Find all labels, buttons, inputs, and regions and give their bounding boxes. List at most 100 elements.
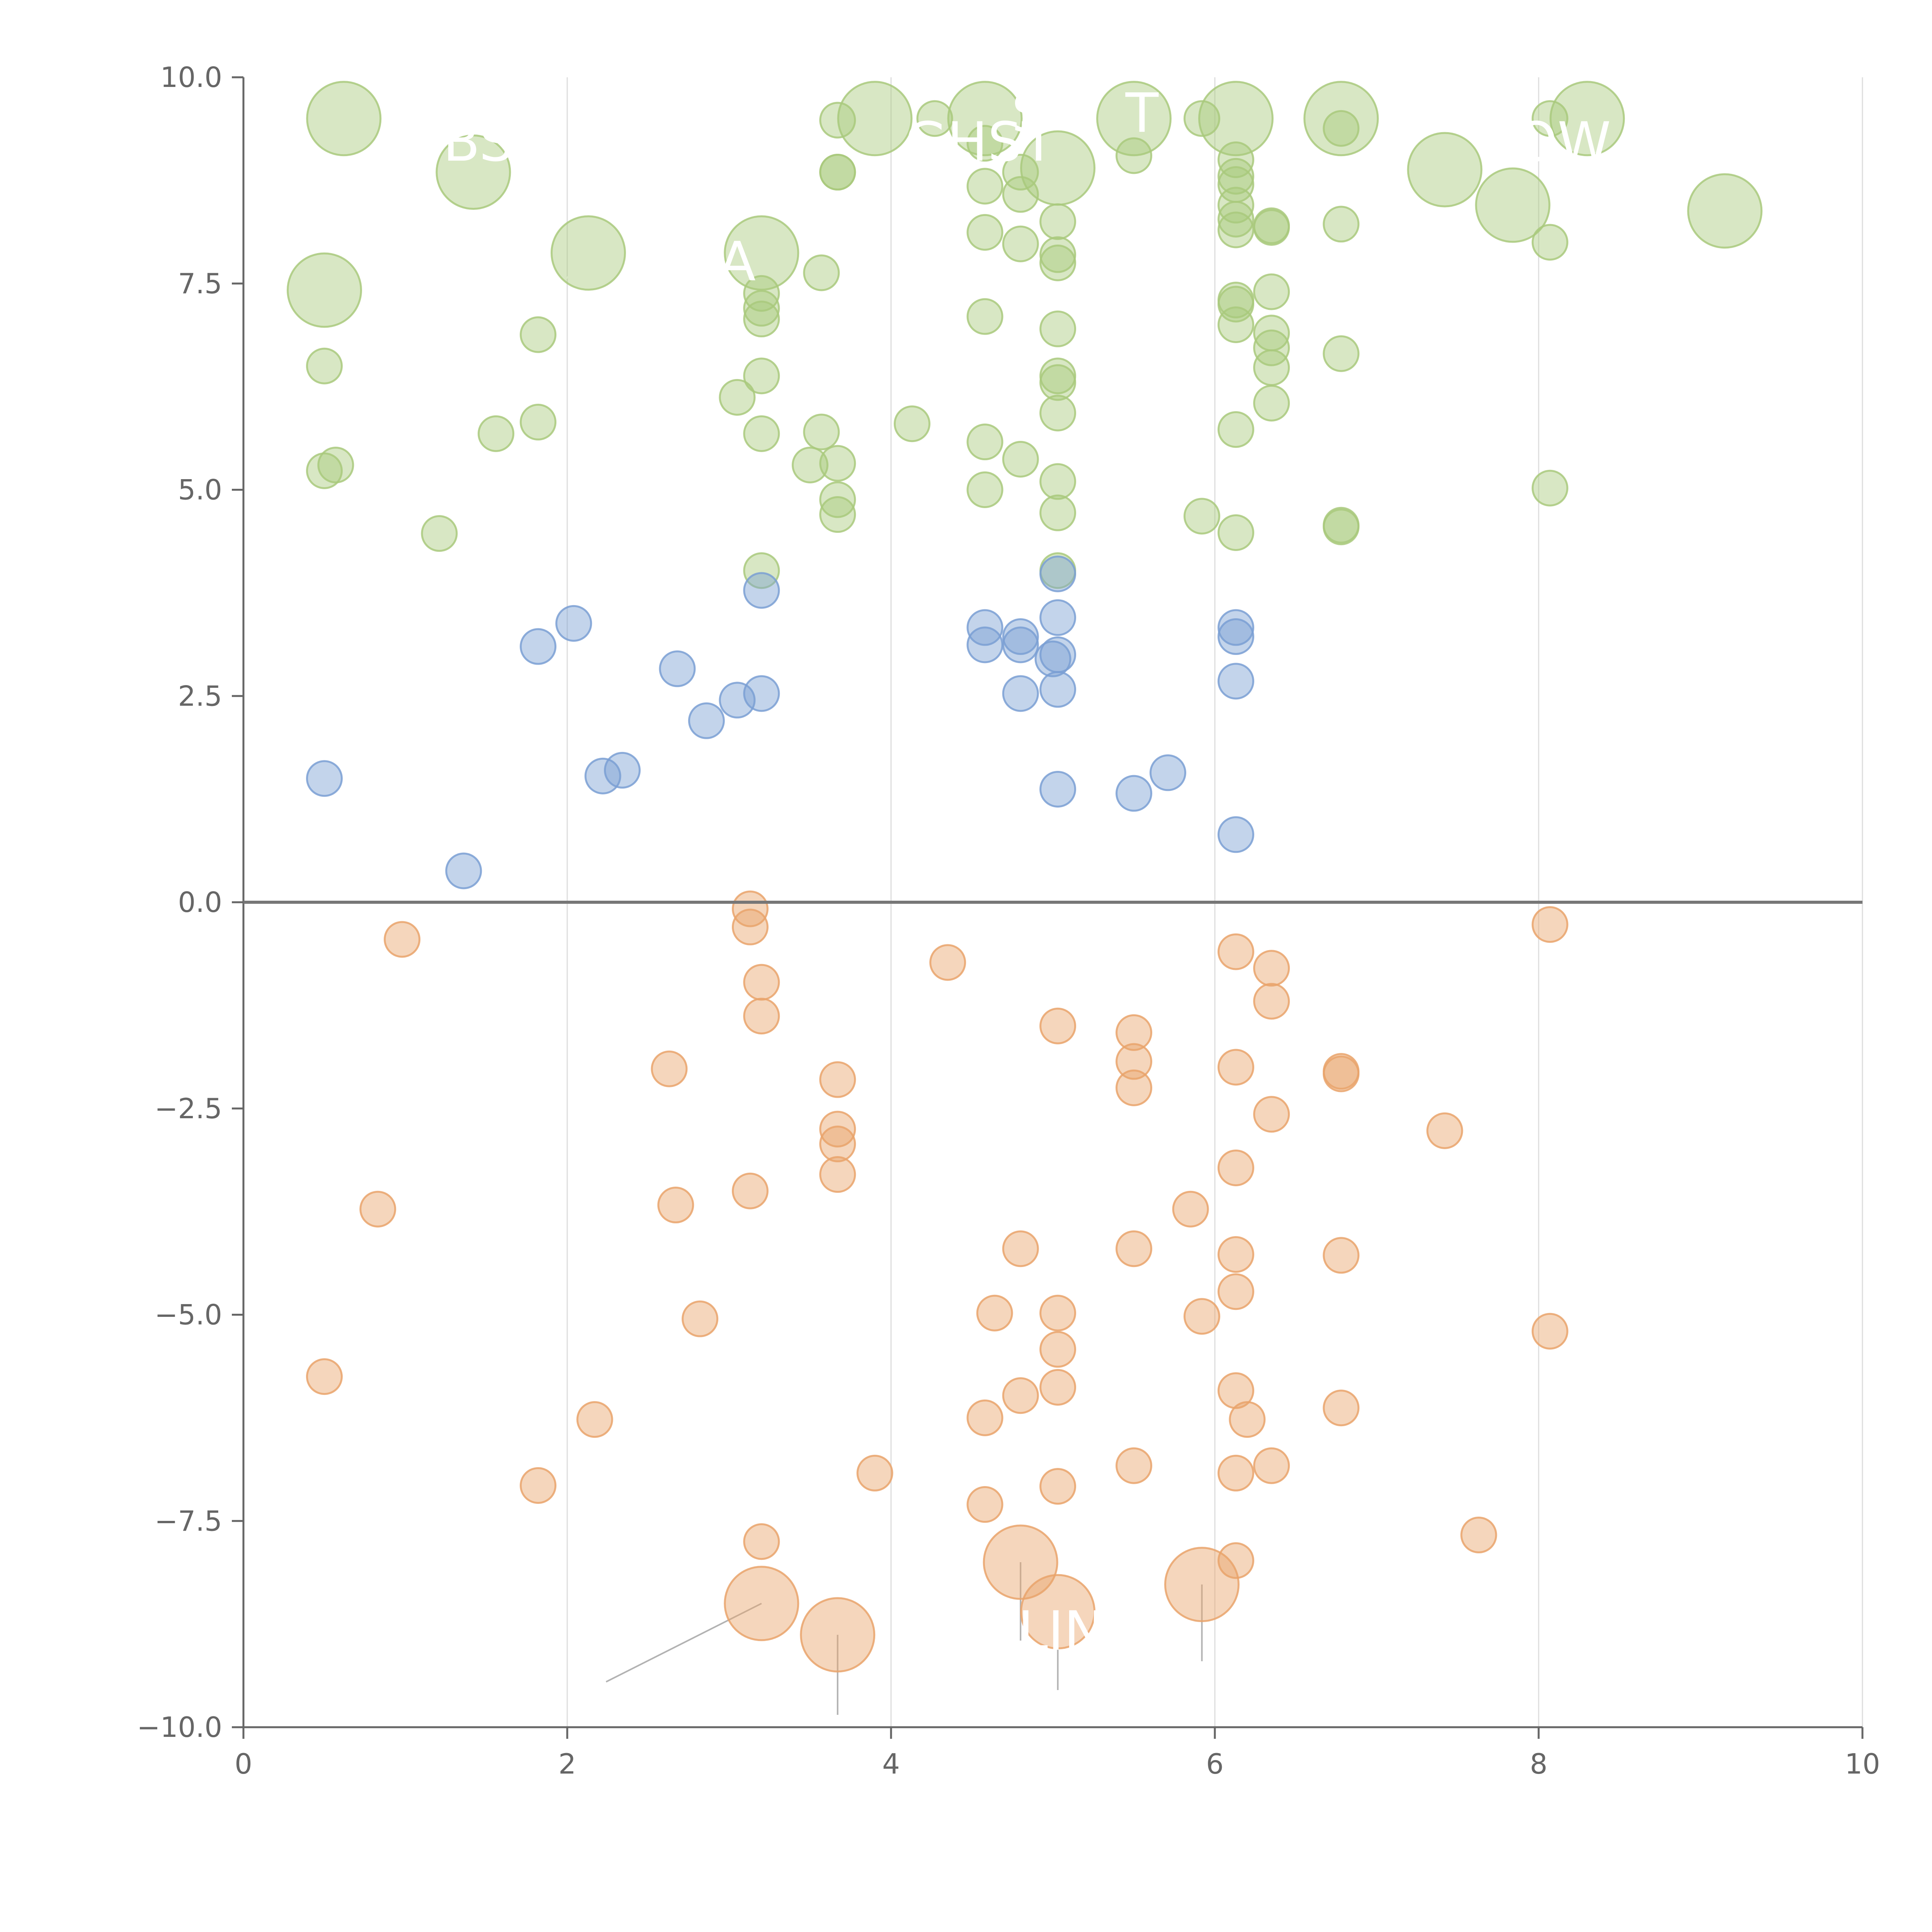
bubble-point [478,415,515,452]
y-tick-label: −5.0 [155,1299,222,1331]
bubble-point [1116,1014,1152,1051]
bubble-point [435,134,511,210]
bubble-point [1217,286,1254,323]
bubble-point [520,1467,557,1504]
bubble-point [1039,1294,1077,1332]
bubble-point [421,515,458,552]
bubble-point [1039,599,1077,636]
bubble-point [1039,1331,1077,1368]
point-label: LIN [1018,1600,1104,1663]
bubble-point [819,102,856,139]
bubble-point [287,252,362,328]
bubble-point [1323,1389,1360,1427]
bubble-point [1039,494,1077,531]
leader-line [833,118,876,169]
bubble-point [743,357,780,395]
bubble-point [719,682,756,719]
bubble-point [1217,1454,1254,1492]
bubble-point [1217,201,1254,238]
bubble-point [1217,933,1254,970]
bubble-point [724,1566,799,1641]
leader-line [344,118,351,148]
bubble-point [1116,775,1152,812]
bubble-point [1116,1069,1152,1106]
leader-line [1444,159,1482,171]
bubble-point [916,100,953,137]
bubble-point [1039,771,1077,808]
bubble-point [1039,1468,1077,1505]
bubble-point [947,81,1023,156]
y-tick-label: 7.5 [178,267,222,300]
bubble-point [520,403,557,440]
leader-line [324,289,361,305]
bubble-point [659,650,696,687]
bubble-point [682,1300,719,1337]
leader-line [1340,118,1345,135]
bubble-point [1229,1401,1266,1438]
bubble-point [1116,1230,1152,1267]
bubble-point [1183,100,1220,137]
bubble-point [1323,335,1360,372]
bubble-point [306,760,343,797]
x-tick-label: 4 [882,1748,900,1780]
bubble-point [966,1486,1003,1523]
bubble-point [1039,1007,1077,1044]
bubble-point [966,626,1003,663]
leader-line [926,109,985,119]
bubble-point [317,446,354,483]
x-tick-label: 6 [1206,1748,1224,1780]
bubble-point [1303,81,1379,156]
bubble-point [1039,395,1077,432]
bubble-point [743,290,780,327]
bubble-point [1039,364,1077,401]
bubble-point [1253,950,1290,987]
bubble-point [1217,514,1254,551]
bubble-point [1039,463,1077,500]
bubble-point [1253,1096,1290,1133]
tick-labels: 10.0 7.5 5.0 2.5 0.0 −2.5 −5.0 −7.5 −10.0 0 2 4 6 8 10 [137,61,1880,1780]
bubble-point [743,964,780,1001]
bubble-point [1549,81,1625,156]
axes [232,76,1864,1739]
bubble-point [976,1294,1013,1332]
bubble-point [688,702,725,739]
bubble-point [819,154,856,191]
bubble-point [1217,1372,1254,1409]
bubble-point [1217,1049,1254,1086]
point-label: GHST [905,111,1055,174]
bubble-point [819,1126,856,1163]
point-label: BS [443,111,513,174]
leader-line [605,1602,762,1683]
leader-line [526,252,589,325]
bubble-point [306,1358,343,1395]
y-tick-label: −7.5 [155,1505,222,1537]
bubble-point [743,275,780,312]
bubble-point [1475,167,1551,243]
bubble-point [743,552,780,589]
bubble-point [743,675,780,712]
bubble-point [1253,384,1290,422]
bubble-point [743,301,780,338]
bubble-point [306,452,343,489]
x-tick-label: 0 [235,1748,252,1780]
bubble-point [966,214,1003,251]
bubble-point [743,415,780,452]
bubble-point [819,445,856,482]
y-tick-label: 10.0 [160,61,222,94]
point-label: OW [1515,111,1611,174]
bubble-point [1039,236,1077,273]
bubble-point [1217,411,1254,448]
leader-line [1490,204,1513,218]
bubble-point [384,921,421,958]
bubble-point [1039,310,1077,347]
bubble-point [657,1187,694,1224]
bubble-point [1039,1369,1077,1406]
bubble-point [819,496,856,533]
bubble-point [743,572,780,609]
bubble-point [819,1156,856,1193]
bubble-point [1217,816,1254,853]
bubble-point [1116,1447,1152,1484]
y-tick-label: −2.5 [155,1092,222,1125]
bubble-point [1217,609,1254,646]
